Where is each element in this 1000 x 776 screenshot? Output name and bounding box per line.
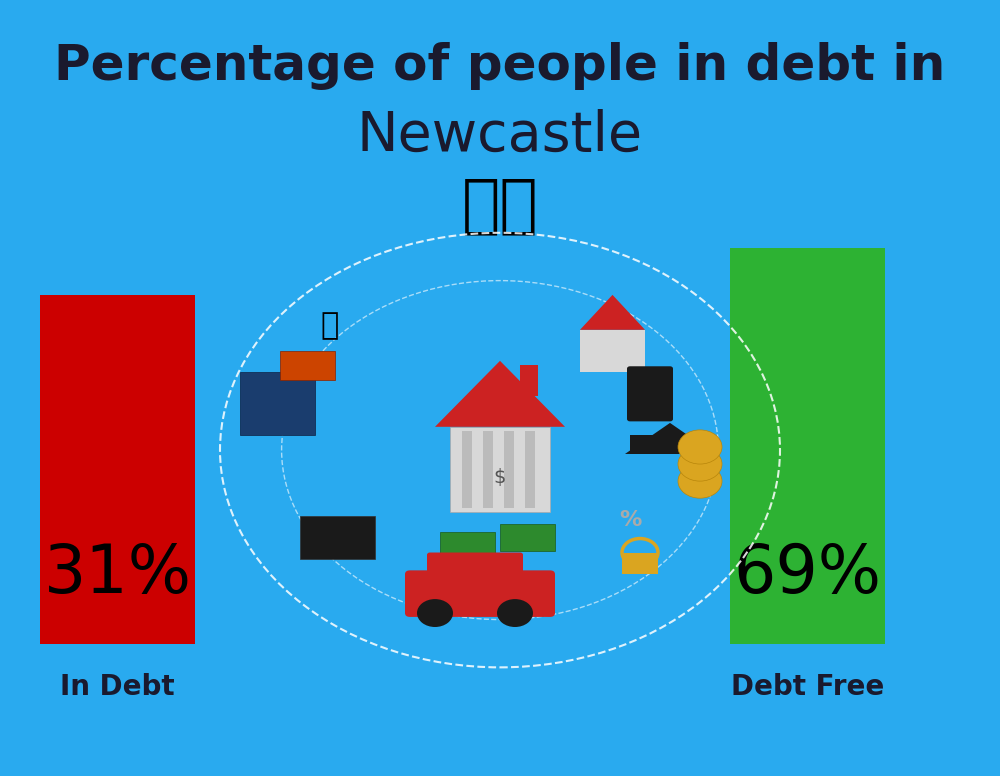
- Circle shape: [417, 599, 453, 627]
- Text: 31%: 31%: [44, 541, 192, 608]
- Text: 🦅: 🦅: [321, 311, 339, 341]
- FancyBboxPatch shape: [280, 351, 335, 380]
- Polygon shape: [580, 295, 645, 330]
- Text: Percentage of people in debt in: Percentage of people in debt in: [54, 42, 946, 90]
- Text: In Debt: In Debt: [60, 673, 175, 701]
- Circle shape: [678, 464, 722, 498]
- Text: 🇬🇧: 🇬🇧: [462, 175, 538, 237]
- FancyBboxPatch shape: [627, 366, 673, 421]
- Text: Debt Free: Debt Free: [731, 673, 884, 701]
- FancyBboxPatch shape: [580, 330, 645, 372]
- Text: %: %: [619, 510, 641, 530]
- Text: $: $: [494, 468, 506, 487]
- FancyBboxPatch shape: [630, 435, 710, 454]
- Circle shape: [497, 599, 533, 627]
- FancyBboxPatch shape: [504, 431, 514, 508]
- Text: 69%: 69%: [734, 541, 882, 608]
- FancyBboxPatch shape: [462, 431, 472, 508]
- FancyBboxPatch shape: [520, 365, 538, 396]
- FancyBboxPatch shape: [300, 516, 375, 559]
- Circle shape: [678, 430, 722, 464]
- Polygon shape: [625, 423, 715, 454]
- FancyBboxPatch shape: [240, 372, 315, 435]
- FancyBboxPatch shape: [622, 553, 658, 574]
- Text: Newcastle: Newcastle: [357, 109, 643, 163]
- FancyBboxPatch shape: [483, 431, 493, 508]
- FancyBboxPatch shape: [427, 553, 523, 584]
- Circle shape: [678, 447, 722, 481]
- FancyBboxPatch shape: [730, 248, 885, 644]
- FancyBboxPatch shape: [405, 570, 555, 617]
- FancyBboxPatch shape: [440, 532, 495, 559]
- FancyBboxPatch shape: [525, 431, 535, 508]
- FancyBboxPatch shape: [40, 295, 195, 644]
- FancyBboxPatch shape: [500, 524, 555, 551]
- Polygon shape: [435, 361, 565, 427]
- FancyBboxPatch shape: [450, 427, 550, 512]
